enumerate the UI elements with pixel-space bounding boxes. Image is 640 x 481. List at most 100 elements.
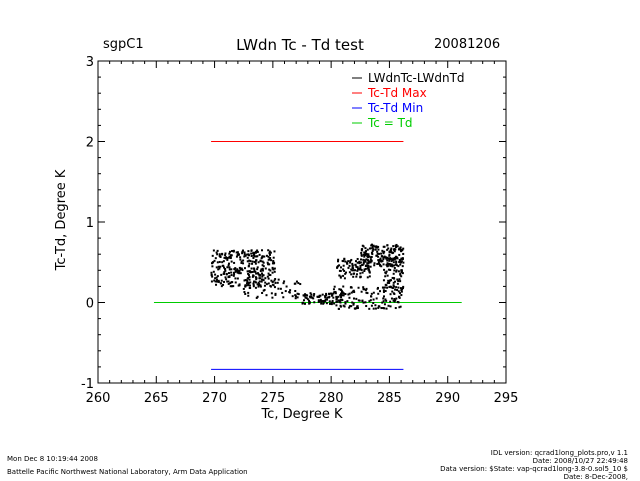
data-point [212, 270, 215, 273]
data-point [224, 269, 227, 272]
data-point [365, 291, 368, 294]
data-points [210, 243, 405, 310]
data-point [397, 248, 400, 251]
data-point [244, 254, 247, 257]
data-point [362, 253, 365, 256]
data-point [254, 276, 257, 279]
data-point [371, 250, 374, 253]
data-point [332, 292, 335, 295]
data-point [274, 278, 277, 281]
data-point [319, 294, 322, 297]
data-point [258, 283, 261, 286]
data-point [382, 300, 385, 303]
data-point [262, 274, 265, 277]
data-point [252, 283, 255, 286]
y-tick-label: 1 [86, 216, 94, 231]
x-tick-label: 290 [435, 391, 460, 406]
data-point [225, 272, 228, 275]
data-point [372, 291, 375, 294]
data-point [355, 275, 358, 278]
data-point [396, 282, 399, 285]
data-point [400, 270, 403, 273]
data-point [392, 281, 395, 284]
data-point [267, 258, 270, 261]
data-point [393, 292, 396, 295]
data-point [344, 260, 347, 263]
data-point [395, 297, 398, 300]
data-point [243, 291, 246, 294]
data-point [339, 298, 342, 301]
data-point [373, 262, 376, 265]
data-point [252, 285, 255, 288]
data-point [362, 261, 365, 264]
data-point [363, 268, 366, 271]
data-point [335, 300, 338, 303]
data-point [242, 262, 245, 265]
data-point [400, 289, 403, 292]
data-point [371, 246, 374, 249]
data-point [321, 300, 324, 303]
data-point [222, 283, 225, 286]
data-point [215, 278, 218, 281]
data-point [390, 286, 393, 289]
data-point [212, 261, 215, 264]
data-point [269, 257, 272, 260]
data-point [401, 272, 404, 275]
data-point [236, 277, 239, 280]
data-point [261, 255, 264, 258]
data-point [384, 290, 387, 293]
data-point [293, 282, 296, 285]
data-point [249, 281, 252, 284]
data-point [261, 278, 264, 281]
data-point [334, 292, 337, 295]
data-point [274, 292, 277, 295]
data-point [360, 269, 363, 272]
date-label: 20081206 [434, 37, 501, 52]
data-point [254, 260, 257, 263]
data-point [389, 249, 392, 252]
data-point [402, 285, 405, 288]
data-point [235, 251, 238, 254]
data-point [248, 270, 251, 273]
data-point [297, 293, 300, 296]
data-point [230, 285, 233, 288]
data-point [392, 258, 395, 261]
data-point [386, 256, 389, 259]
data-point [257, 285, 260, 288]
data-point [352, 269, 355, 272]
data-point [327, 292, 330, 295]
data-point [337, 258, 340, 261]
data-point [351, 262, 354, 265]
data-point [366, 255, 369, 258]
data-point [234, 277, 237, 280]
data-point [363, 269, 366, 272]
data-point [397, 286, 400, 289]
data-point [338, 299, 341, 302]
data-point [325, 302, 328, 305]
data-point [364, 247, 367, 250]
data-point [359, 268, 362, 271]
data-point [355, 273, 358, 276]
data-point [384, 256, 387, 259]
data-point [236, 268, 239, 271]
data-point [229, 285, 232, 288]
y-tick-label: 2 [86, 136, 94, 151]
data-point [252, 252, 255, 255]
data-point [223, 256, 226, 259]
data-point [319, 298, 322, 301]
data-point [359, 261, 362, 264]
data-point [318, 295, 321, 298]
data-point [364, 289, 367, 292]
data-point [339, 304, 342, 307]
data-point [382, 263, 385, 266]
data-point [383, 303, 386, 306]
data-point [400, 261, 403, 264]
data-point [242, 259, 245, 262]
data-point [386, 248, 389, 251]
data-point [364, 301, 367, 304]
data-point [274, 281, 277, 284]
data-point [295, 280, 298, 283]
data-point [369, 265, 372, 268]
data-point [227, 282, 230, 285]
plot-frame [97, 60, 507, 384]
